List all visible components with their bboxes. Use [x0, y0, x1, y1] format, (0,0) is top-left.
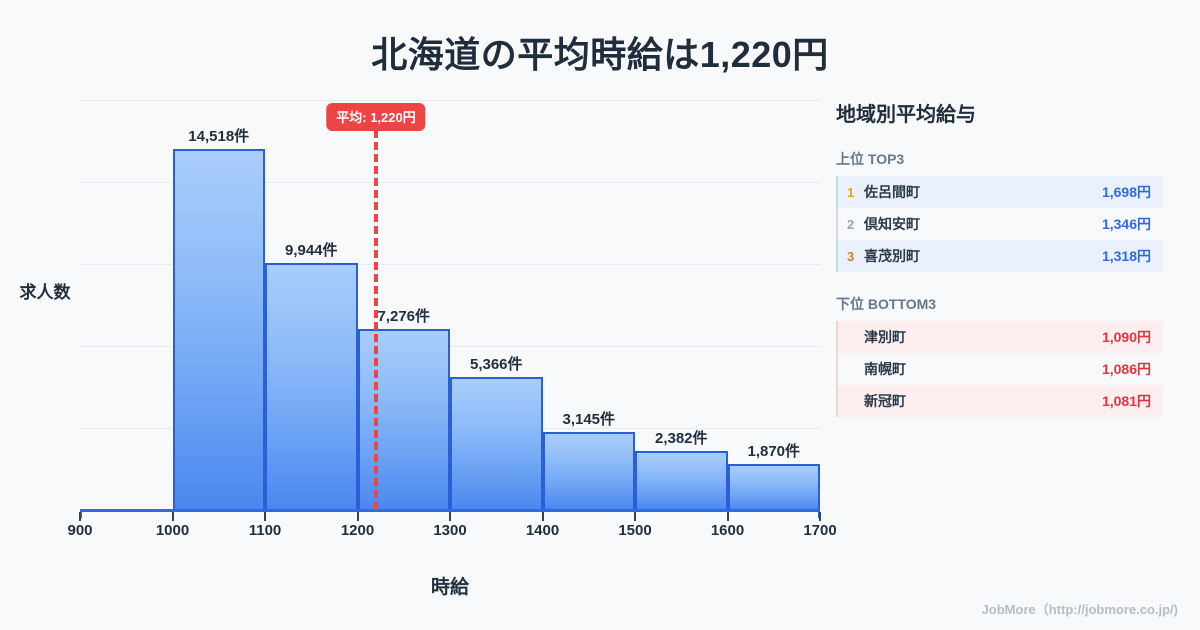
histogram-bar[interactable]	[727, 463, 820, 510]
x-axis-tick-label: 1700	[803, 522, 837, 539]
bottom3-municipality-name: 津別町	[864, 329, 906, 345]
top3-municipality-name: 倶知安町	[864, 216, 920, 232]
regional-salary-panel: 地域別平均給与 上位 TOP3 1 佐呂間町 1,698円 2 倶知安町 1,346円 3 喜…	[836, 98, 1182, 439]
bottom3-wage-value: 1,086円	[1101, 361, 1151, 377]
x-axis-tick-label: 1000	[155, 522, 190, 539]
histogram-bar[interactable]	[172, 149, 265, 510]
top3-municipality-name: 佐呂間町	[864, 184, 920, 200]
average-badge: 平均: 1,220円	[326, 103, 426, 131]
histogram-chart: 求人数 時給 14,518件 9,944件 7,276件 5,366件 3,145件 2,…	[19, 100, 837, 598]
x-axis-tick-label: 1500	[618, 522, 652, 539]
gridline	[80, 346, 820, 347]
x-axis-tick	[264, 512, 266, 521]
top3-heading: 上位 TOP3	[836, 151, 905, 167]
x-axis-tick-label: 900	[67, 522, 93, 539]
average-line	[374, 118, 378, 510]
bottom3-wage-value: 1,090円	[1101, 329, 1151, 345]
bottom3-row[interactable]: 津別町 1,090円	[838, 321, 1163, 353]
watermark-footer: JobMore（http://jobmore.co.jp/)	[981, 602, 1178, 617]
histogram-bar[interactable]	[357, 329, 450, 510]
x-axis-line	[80, 509, 820, 512]
gridline	[80, 264, 820, 265]
top3-wage-value: 1,698円	[1101, 184, 1151, 200]
x-axis-tick-label: 1600	[710, 522, 745, 539]
bar-value-label: 2,382件	[654, 429, 708, 447]
x-axis-tick	[634, 512, 636, 521]
bar-value-label: 1,870件	[747, 442, 801, 460]
top3-rank-number: 2	[847, 216, 855, 232]
top3-rank-number: 1	[847, 184, 855, 200]
page-title: 北海道の平均時給は1,220円	[371, 34, 829, 75]
x-axis-label: 時給	[430, 577, 469, 598]
gridline	[80, 100, 820, 101]
x-axis-tick	[726, 512, 729, 521]
histogram-bar[interactable]	[542, 431, 635, 510]
x-axis-tick	[356, 512, 359, 521]
top3-wage-value: 1,346円	[1101, 216, 1151, 232]
plot-area: 14,518件 9,944件 7,276件 5,366件 3,145件 2,382件 1,8…	[80, 100, 820, 510]
x-axis-cap-left	[80, 509, 82, 518]
top3-row[interactable]: 2 倶知安町 1,346円	[838, 208, 1163, 240]
side-panel-title: 地域別平均給与	[836, 104, 976, 126]
top3-municipality-name: 喜茂別町	[864, 248, 920, 264]
bottom3-wage-value: 1,081円	[1101, 393, 1151, 409]
top3-rank-number: 3	[847, 248, 855, 264]
histogram-bar[interactable]	[635, 450, 728, 510]
x-axis-tick	[79, 512, 81, 521]
top3-table: 1 佐呂間町 1,698円 2 倶知安町 1,346円 3 喜茂別町 1,318円	[836, 176, 1163, 272]
top3-row[interactable]: 1 佐呂間町 1,698円	[838, 176, 1163, 208]
x-axis-tick	[171, 512, 174, 521]
bar-value-label: 9,944件	[284, 241, 338, 259]
y-axis-label: 求人数	[19, 283, 71, 302]
x-axis-tick-label: 1400	[525, 522, 560, 539]
bottom3-municipality-name: 南幌町	[864, 361, 906, 377]
top3-wage-value: 1,318円	[1101, 248, 1151, 264]
bottom3-table: 津別町 1,090円南幌町 1,086円新冠町 1,081円	[836, 321, 1163, 417]
gridline	[80, 182, 820, 183]
x-axis-tick	[819, 512, 821, 521]
bottom3-heading: 下位 BOTTOM3	[836, 296, 937, 312]
bar-value-label: 3,145件	[562, 410, 616, 428]
x-axis-tick-label: 1100	[248, 522, 282, 539]
bar-value-label: 7,276件	[377, 308, 431, 326]
x-axis-tick-label: 1300	[433, 522, 467, 539]
bar-value-label: 5,366件	[469, 355, 523, 373]
bar-value-label: 14,518件	[188, 128, 250, 146]
x-axis-tick	[541, 512, 544, 521]
x-axis-tick-label: 1200	[340, 522, 375, 539]
bottom3-municipality-name: 新冠町	[864, 393, 906, 409]
bottom3-row[interactable]: 南幌町 1,086円	[838, 353, 1163, 385]
top3-row[interactable]: 3 喜茂別町 1,318円	[838, 240, 1163, 272]
histogram-bar[interactable]	[450, 376, 543, 510]
histogram-bar[interactable]	[265, 262, 358, 510]
x-axis-tick	[449, 512, 451, 521]
bottom3-row[interactable]: 新冠町 1,081円	[838, 385, 1163, 417]
